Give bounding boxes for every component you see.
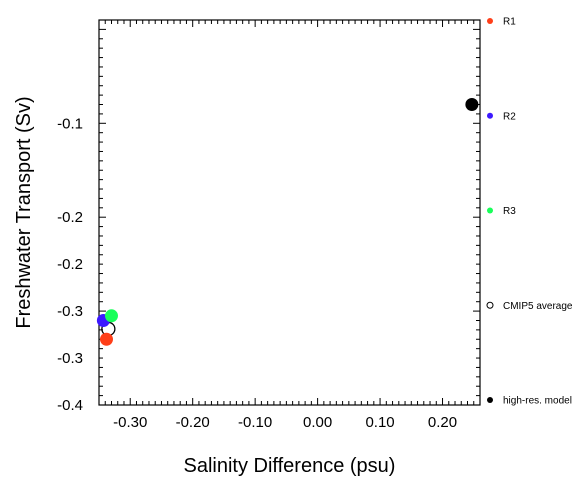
legend-marker bbox=[487, 207, 493, 214]
axis-ticks bbox=[99, 20, 481, 406]
x-tick-label: 0.10 bbox=[365, 414, 394, 431]
x-tick-label: -0.30 bbox=[113, 414, 147, 431]
legend-label: R1 bbox=[503, 17, 516, 28]
x-axis-title: Salinity Difference (psu) bbox=[184, 455, 396, 477]
legend: R1 R2 R3 CMIP5 average high-res. model bbox=[486, 17, 573, 407]
x-tick-label: 0.20 bbox=[428, 414, 457, 431]
legend-label: CMIP5 average bbox=[503, 301, 573, 312]
legend-marker bbox=[487, 397, 493, 403]
legend-label: R3 bbox=[503, 206, 516, 217]
data-point bbox=[465, 98, 479, 112]
legend-marker bbox=[486, 301, 494, 309]
legend-label: high-res. model bbox=[503, 396, 572, 407]
y-tick-label: -0.2 bbox=[57, 209, 83, 226]
plot-frame bbox=[98, 19, 481, 406]
x-tick-label: -0.20 bbox=[176, 414, 210, 431]
data-point bbox=[99, 332, 113, 346]
y-tick-label: -0.2 bbox=[57, 256, 83, 273]
data-point bbox=[104, 309, 118, 323]
y-tick-label: -0.4 bbox=[57, 397, 83, 414]
legend-marker bbox=[487, 112, 493, 119]
legend-label: R2 bbox=[503, 111, 516, 122]
y-tick-label: -0.3 bbox=[57, 350, 83, 367]
y-tick-label: -0.3 bbox=[57, 303, 83, 320]
tick-labels: -0.30 -0.20 -0.10 0.00 0.10 0.20 -0.1 -0.2 -0.2 -… bbox=[57, 115, 457, 431]
y-axis-title: Freshwater Transport (Sv) bbox=[13, 96, 35, 328]
data-points bbox=[96, 98, 479, 346]
y-tick-label: -0.1 bbox=[57, 115, 83, 132]
legend-marker bbox=[487, 18, 493, 24]
x-tick-label: 0.00 bbox=[303, 414, 332, 431]
x-tick-label: -0.10 bbox=[238, 414, 272, 431]
